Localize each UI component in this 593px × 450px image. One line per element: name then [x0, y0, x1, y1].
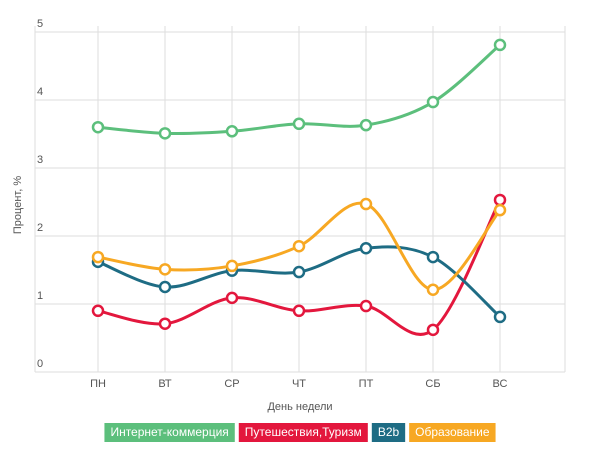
point	[493, 38, 507, 52]
point	[493, 203, 507, 217]
x-tick-label: СР	[224, 378, 239, 390]
point	[493, 193, 507, 207]
x-tick-label: ВТ	[158, 378, 172, 390]
legend-swatch	[409, 423, 496, 442]
point	[426, 95, 440, 109]
x-axis-title: День недели	[267, 401, 332, 413]
y-tick-label: 0	[37, 358, 43, 370]
point	[359, 197, 373, 211]
x-tick-label: ЧТ	[292, 378, 306, 390]
x-tick-label: ПТ	[359, 378, 374, 390]
point	[359, 241, 373, 255]
x-tick-label: ВС	[493, 378, 508, 390]
point	[292, 239, 306, 253]
point	[158, 263, 172, 276]
point	[426, 250, 440, 264]
point	[225, 259, 239, 273]
point	[426, 283, 440, 296]
point	[292, 304, 306, 318]
x-tick-label: СБ	[425, 378, 440, 390]
y-tick-label: 5	[37, 18, 43, 30]
legend-swatch	[104, 423, 235, 442]
point	[91, 120, 105, 134]
point	[158, 280, 172, 294]
legend-swatch	[238, 423, 368, 442]
legend-label: Путешествия,Туризм	[245, 425, 362, 439]
legend-label: Образование	[415, 425, 490, 439]
point	[225, 291, 239, 305]
legend-label: B2b	[378, 425, 400, 439]
y-tick-label: 4	[37, 86, 43, 98]
y-axis-title: Процент, %	[12, 176, 24, 234]
point	[158, 317, 172, 330]
point	[493, 310, 507, 324]
x-tick-label: ПН	[90, 378, 106, 390]
y-tick-label: 2	[37, 222, 43, 234]
point	[225, 125, 239, 138]
point	[359, 118, 373, 132]
point	[158, 127, 172, 140]
y-tick-label: 1	[37, 290, 43, 302]
point	[292, 117, 306, 131]
point	[91, 250, 105, 264]
y-tick-label: 3	[37, 154, 43, 166]
point	[426, 323, 440, 337]
point	[292, 265, 306, 279]
point	[359, 299, 373, 313]
point	[91, 304, 105, 318]
legend-label: Интернет-коммерция	[110, 425, 228, 439]
legend-swatch	[371, 423, 406, 442]
